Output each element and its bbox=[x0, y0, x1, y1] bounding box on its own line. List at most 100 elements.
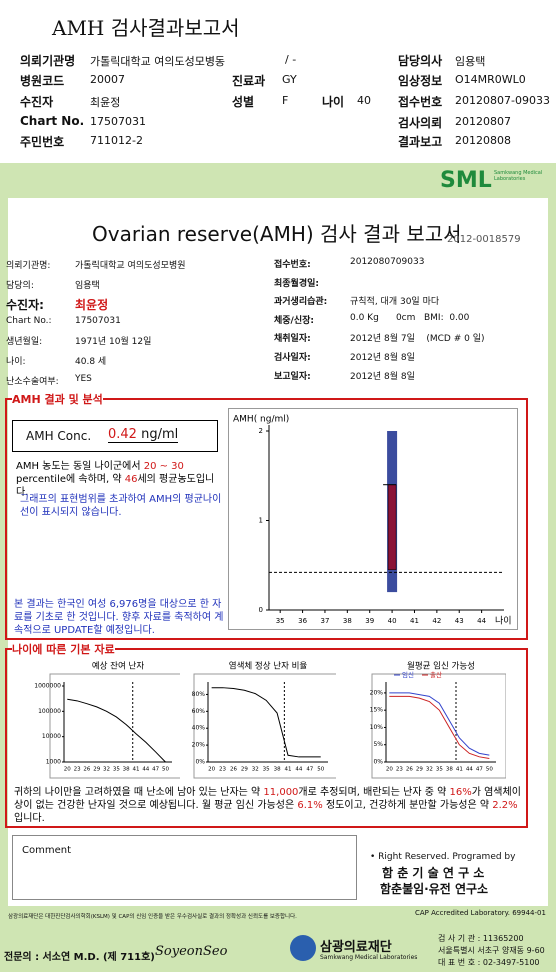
value: 20120808 bbox=[455, 134, 511, 147]
field-value: 2012년 8월 8일 bbox=[350, 372, 415, 382]
y-tick-label: 0% bbox=[373, 759, 383, 766]
field-label: 생년월일: bbox=[6, 337, 43, 347]
legend-label: 임신 bbox=[402, 670, 414, 679]
highlight: 2.2% bbox=[492, 800, 518, 811]
value: / - bbox=[285, 53, 297, 66]
x-tick-label: 29 bbox=[93, 767, 100, 773]
x-tick-label: 41 bbox=[285, 767, 292, 773]
x-tick-label: 32 bbox=[103, 767, 110, 773]
analysis: AMH 농도는 동일 나이군에서 20 ~ 30 percentile에 속하며… bbox=[16, 460, 221, 499]
report-number: 2012-0018579 bbox=[447, 234, 521, 245]
value: 711012-2 bbox=[90, 134, 143, 147]
field-value: 2012년 8월 8일 bbox=[350, 353, 415, 363]
y-tick-label: 5% bbox=[373, 741, 383, 748]
field-value: 2012080709033 bbox=[350, 257, 425, 267]
series-line bbox=[389, 692, 490, 756]
value: GY bbox=[282, 73, 297, 86]
x-tick-label: 20 bbox=[208, 767, 215, 773]
chart-title: 월평균 임신 가능성 bbox=[407, 661, 475, 672]
y-tick-label: 0% bbox=[195, 759, 205, 766]
value: 임용택 bbox=[455, 55, 486, 68]
amh-section bbox=[5, 398, 528, 640]
small-chart: 염색체 정상 난자 비율 0% 20% 40% 60% 80% 20 23 26 29 32 35 38… bbox=[192, 661, 336, 779]
label: Chart No. bbox=[20, 114, 85, 128]
text: 귀하의 나이만을 고려하였을 때 난소에 남아 있는 난자는 약 bbox=[14, 787, 261, 798]
field-value: 17507031 bbox=[75, 316, 121, 326]
highlight: 6.1% bbox=[297, 800, 323, 811]
label: 의뢰기관명 bbox=[20, 54, 76, 68]
y-tick-label: 2 bbox=[259, 427, 263, 435]
text: percentile에 속하며, 약 bbox=[16, 474, 122, 485]
text: 개로 추정되며, 배란되는 난자 중 약 bbox=[298, 787, 447, 798]
field-value: 임용택 bbox=[75, 281, 100, 291]
org-logo bbox=[290, 935, 316, 961]
field-label: 담당의: bbox=[6, 281, 34, 291]
field-value: 규칙적, 대개 30일 마다 bbox=[350, 297, 440, 307]
x-tick-label: 44 bbox=[295, 767, 302, 773]
mean-age: 46 bbox=[124, 474, 138, 485]
field-value: 40.8 세 bbox=[75, 357, 107, 367]
y-tick-label: 60% bbox=[192, 708, 206, 715]
x-tick-label: 26 bbox=[406, 767, 413, 773]
x-tick-label: 20 bbox=[386, 767, 393, 773]
note: 그래프의 표현범위를 초과하여 AMH의 평균나이선이 표시되지 않습니다. bbox=[20, 494, 222, 518]
x-tick-label: 35 bbox=[276, 617, 285, 625]
label: 검사의뢰 bbox=[398, 116, 443, 130]
label: 접수번호 bbox=[398, 95, 443, 109]
x-tick-label: 20 bbox=[64, 767, 71, 773]
y-tick-label: 20% bbox=[370, 689, 384, 696]
y-tick-label: 1000000 bbox=[34, 683, 61, 690]
x-axis-label: 나이 bbox=[495, 616, 512, 627]
value: 20120807 bbox=[455, 115, 511, 128]
x-tick-label: 38 bbox=[123, 767, 130, 773]
label: 임상정보 bbox=[398, 74, 443, 88]
field-value: YES bbox=[75, 374, 92, 384]
y-tick-label: 100000 bbox=[38, 708, 61, 715]
field-label: 최종월경일: bbox=[274, 279, 319, 289]
series-line bbox=[389, 695, 490, 760]
plot-frame bbox=[193, 673, 336, 779]
label: 주민번호 bbox=[20, 135, 65, 149]
x-tick-label: 29 bbox=[241, 767, 248, 773]
field-label: Chart No.: bbox=[6, 316, 52, 326]
value: 최윤정 bbox=[90, 96, 121, 109]
label: 성별 bbox=[232, 95, 255, 109]
x-tick-label: 39 bbox=[365, 617, 374, 625]
field-label: 의뢰기관명: bbox=[6, 261, 51, 271]
certification: 삼광의료재단은 대한진단검사의학회(KSLM) 및 CAP의 신임 인증을 받은… bbox=[8, 914, 297, 920]
x-tick-label: 41 bbox=[456, 767, 463, 773]
x-tick-label: 47 bbox=[152, 767, 159, 773]
x-tick-label: 26 bbox=[83, 767, 90, 773]
credit: • Right Reserved. Programed by bbox=[370, 852, 516, 862]
value: O14MR0WL0 bbox=[455, 73, 526, 86]
credit: 함 춘 기 술 연 구 소 bbox=[382, 866, 485, 880]
amh-chart: AMH( ng/ml) 0 1 2 35 36 37 38 39 40 41 42 43 44 나이 bbox=[228, 408, 518, 630]
y-tick-label: 1 bbox=[259, 517, 263, 525]
y-tick-label: 80% bbox=[192, 691, 206, 698]
x-tick-label: 32 bbox=[426, 767, 433, 773]
field-label: 채취일자: bbox=[274, 334, 311, 344]
x-tick-label: 23 bbox=[74, 767, 81, 773]
x-tick-label: 42 bbox=[432, 617, 441, 625]
x-tick-label: 35 bbox=[263, 767, 270, 773]
highlight: 16% bbox=[449, 787, 472, 798]
label: 병원코드 bbox=[20, 74, 65, 88]
y-tick-label: 10000 bbox=[42, 733, 61, 740]
x-tick-label: 50 bbox=[162, 767, 169, 773]
text: 입니다. bbox=[14, 813, 45, 824]
x-tick-label: 40 bbox=[388, 617, 397, 625]
x-tick-label: 26 bbox=[230, 767, 237, 773]
series-line bbox=[67, 698, 166, 763]
value: 40 bbox=[357, 94, 371, 107]
x-tick-label: 35 bbox=[113, 767, 120, 773]
field-label: 접수번호: bbox=[274, 260, 311, 270]
percentile: 20 ~ 30 bbox=[143, 461, 184, 472]
credit: 함춘불임·유전 연구소 bbox=[380, 882, 489, 896]
range-box bbox=[387, 484, 397, 570]
value: 가톨릭대학교 여의도성모병동 bbox=[90, 55, 226, 68]
field-value: 가톨릭대학교 여의도성모병원 bbox=[75, 261, 186, 271]
field-value: 2012년 8월 7일 (MCD # 0 일) bbox=[350, 334, 485, 344]
series-line bbox=[211, 687, 321, 758]
highlight: 11,000 bbox=[263, 787, 299, 798]
y-tick-label: 0 bbox=[259, 606, 263, 614]
